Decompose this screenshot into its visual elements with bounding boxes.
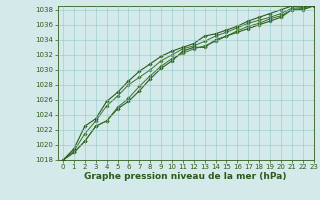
X-axis label: Graphe pression niveau de la mer (hPa): Graphe pression niveau de la mer (hPa)	[84, 172, 287, 181]
